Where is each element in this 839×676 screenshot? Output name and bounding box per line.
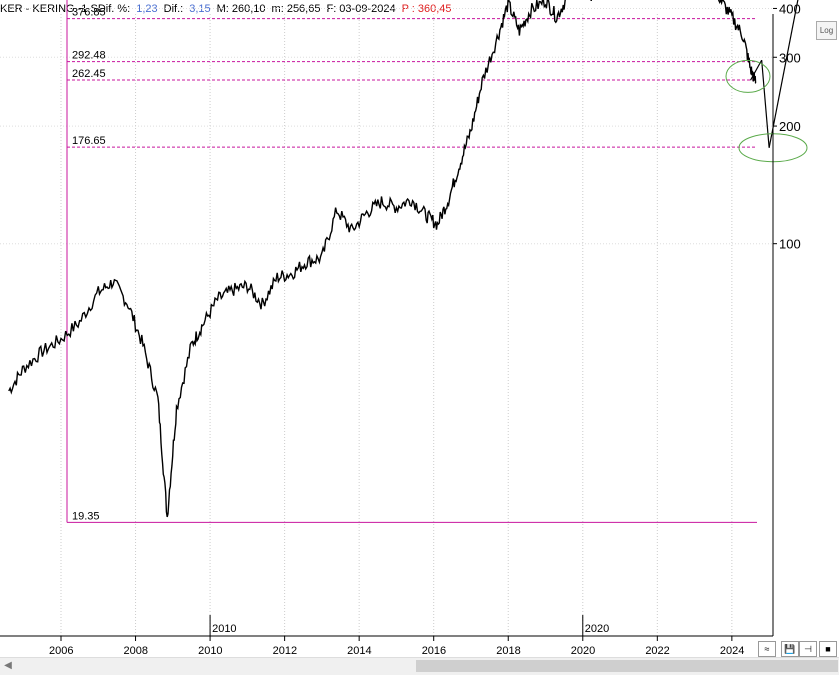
fib-level-label: 292.48 [72, 50, 106, 62]
dif-label: Dif.: [163, 3, 184, 15]
price-line [8, 0, 757, 518]
x-tick-label: 2008 [124, 645, 148, 657]
y-tick-label: 400 [779, 1, 801, 16]
y-tick-label: 200 [779, 119, 801, 134]
wave-tool-button[interactable]: ≈ [758, 641, 776, 657]
fib-level-label: 176.65 [72, 135, 106, 147]
y-tick-label: 300 [779, 50, 801, 65]
max-label: M: 260,10 [216, 3, 266, 15]
x-tick-label: 2010 [198, 645, 222, 657]
x-tick-label: 2024 [720, 645, 744, 657]
pin-button[interactable]: ⊣ [799, 641, 817, 657]
projection-arrow [749, 59, 763, 81]
x-tick-label: 2022 [645, 645, 669, 657]
y-tick-label: 100 [779, 237, 801, 252]
fib-level-label: 19.35 [72, 510, 100, 522]
x-tick-label: 2020 [571, 645, 595, 657]
x-tick-label: 2006 [49, 645, 73, 657]
support-ellipse-upper [725, 59, 771, 93]
x-decade-label: 2010 [212, 623, 236, 635]
min-label: m: 256,65 [271, 3, 321, 15]
x-tick-label: 2012 [273, 645, 297, 657]
symbol-label: KER - KERING - [0, 3, 82, 15]
save-button[interactable]: 💾 [781, 641, 799, 657]
scrollbar-thumb[interactable] [416, 660, 838, 672]
projection-arrow [768, 0, 799, 148]
fib-level-label: 262.45 [72, 68, 106, 80]
horizontal-scrollbar[interactable]: ◀ [0, 657, 839, 675]
period-label: 1 S [81, 3, 98, 15]
dif-value: 3,15 [189, 3, 211, 15]
log-scale-button[interactable]: Log [816, 21, 837, 40]
x-tick-label: 2014 [347, 645, 371, 657]
fib-level-label: 376.85 [72, 7, 106, 19]
chart-header: KER - KERING - 1 S Dif. %: 1,23 Dif.: 3,15 M… [0, 0, 839, 18]
price-label: P : 360,45 [401, 3, 452, 15]
date-label: F: 03-09-2024 [326, 3, 396, 15]
dif-pct-label: Dif. %: [97, 3, 131, 15]
scroll-left-arrow-icon[interactable]: ◀ [4, 660, 12, 671]
x-decade-label: 2020 [585, 623, 609, 635]
x-tick-label: 2018 [496, 645, 520, 657]
dif-pct-value: 1,23 [136, 3, 158, 15]
projection-arrow [761, 60, 770, 148]
color-button[interactable]: ■ [819, 641, 837, 657]
x-tick-label: 2016 [422, 645, 446, 657]
